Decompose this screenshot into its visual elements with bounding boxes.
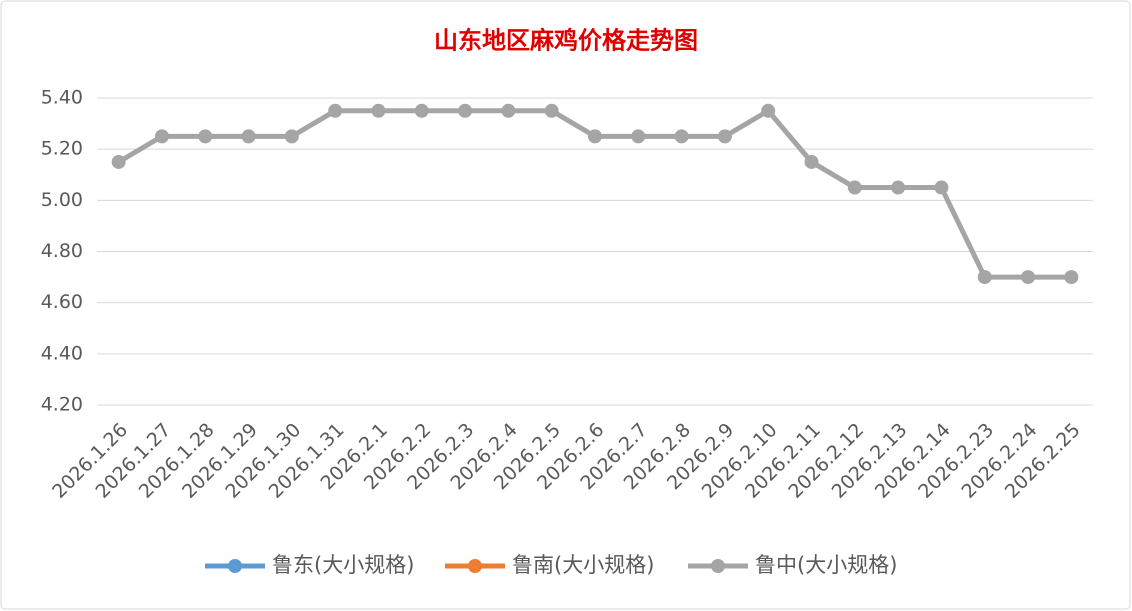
series-marker [847, 180, 862, 195]
series-marker [804, 154, 819, 169]
legend-label: 鲁南(大小规格) [512, 553, 654, 577]
series-marker [1021, 270, 1036, 285]
series-marker [631, 129, 646, 144]
y-tick-label: 5.20 [41, 138, 83, 160]
y-tick-label: 4.60 [41, 291, 83, 313]
series-marker [544, 103, 559, 118]
series-marker [977, 270, 992, 285]
series-marker [414, 103, 429, 118]
legend-marker [711, 559, 725, 573]
series-marker [371, 103, 386, 118]
y-tick-label: 4.20 [41, 394, 83, 416]
series-marker [154, 129, 169, 144]
series-marker [284, 129, 299, 144]
series-marker [458, 103, 473, 118]
series-marker [934, 180, 949, 195]
y-tick-label: 4.80 [41, 240, 83, 262]
series-marker [241, 129, 256, 144]
series-marker [717, 129, 732, 144]
y-tick-label: 4.40 [41, 342, 83, 364]
legend-label: 鲁中(大小规格) [755, 553, 897, 577]
series-marker [588, 129, 602, 144]
series-marker [501, 103, 516, 118]
series-marker [1064, 270, 1079, 285]
legend-marker [228, 559, 242, 573]
y-tick-label: 5.40 [41, 87, 83, 109]
y-tick-label: 5.00 [41, 189, 83, 211]
series-marker [328, 103, 343, 118]
legend-marker [468, 559, 482, 573]
chart-title: 山东地区麻鸡价格走势图 [434, 26, 698, 55]
legend-label: 鲁东(大小规格) [272, 553, 414, 577]
series-marker [674, 129, 689, 144]
series-marker [891, 180, 906, 195]
series-marker [198, 129, 213, 144]
series-marker [761, 103, 776, 118]
series-marker [111, 154, 126, 169]
